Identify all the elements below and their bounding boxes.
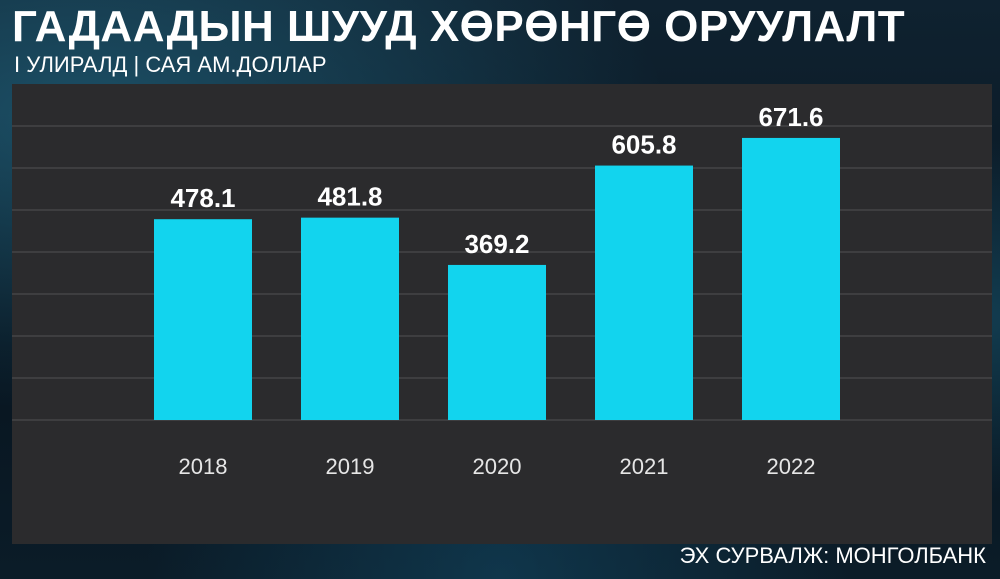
x-tick-2019: 2019 [326,454,375,479]
bar-chart: 478.1 2018 481.8 2019 369.2 2020 605.8 2021 671.… [12,102,992,479]
value-label-2018: 478.1 [170,183,235,213]
x-tick-2018: 2018 [179,454,228,479]
x-tick-2022: 2022 [767,454,816,479]
value-label-2020: 369.2 [464,229,529,259]
chart-subtitle: I УЛИРАЛД | САЯ АМ.ДОЛЛАР [14,52,327,77]
bar-2019 [301,217,399,420]
bar-2021 [595,165,693,420]
chart-title: ГАДААДЫН ШУУД ХӨРӨНГӨ ОРУУЛАЛТ [12,2,906,51]
x-tick-2020: 2020 [473,454,522,479]
bar-2020 [448,264,546,420]
bar-2022 [742,137,840,420]
value-label-2022: 671.6 [758,102,823,132]
value-label-2019: 481.8 [317,182,382,212]
value-label-2021: 605.8 [611,130,676,160]
bar-2018 [154,219,252,420]
x-tick-2021: 2021 [620,454,669,479]
source-note: ЭХ СУРВАЛЖ: МОНГОЛБАНК [679,543,986,568]
